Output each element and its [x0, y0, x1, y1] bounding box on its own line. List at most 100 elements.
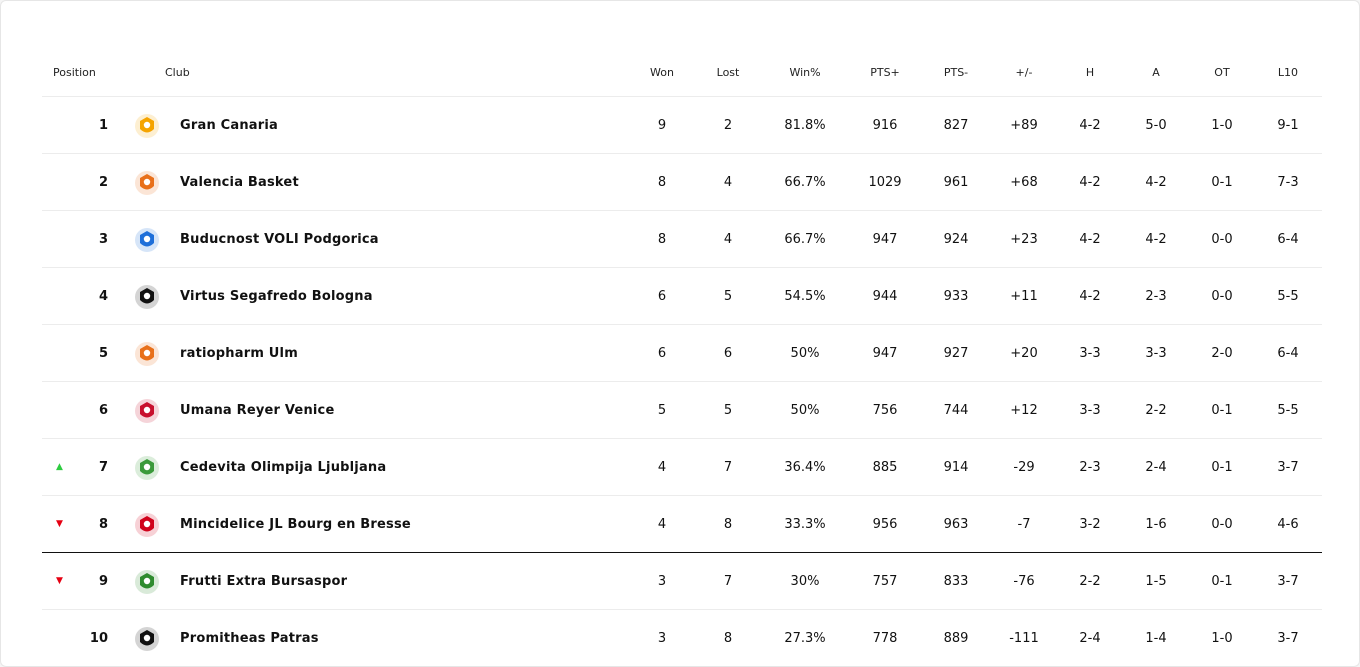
position-cell: 4 [98, 289, 108, 304]
table-row[interactable]: 3 Buducnost VOLI Podgorica 8 4 66.7% 947 924 +2… [42, 211, 1322, 268]
lost-cell: 8 [723, 517, 733, 532]
ot-cell: 2-0 [1211, 346, 1233, 361]
l10-cell: 4-6 [1277, 517, 1299, 532]
win-pct-cell: 27.3% [784, 631, 826, 646]
pts-for-cell: 778 [872, 631, 898, 646]
lost-cell: 2 [723, 118, 733, 133]
away-cell: 4-2 [1145, 175, 1167, 190]
table-row[interactable]: 2 Valencia Basket 8 4 66.7% 1029 961 +68 4-2 4-2 0… [42, 154, 1322, 211]
away-cell: 3-3 [1145, 346, 1167, 361]
club-name-link[interactable]: Umana Reyer Venice [180, 403, 335, 418]
club-name-link[interactable]: Frutti Extra Bursaspor [180, 574, 348, 589]
diff-cell: +23 [1010, 232, 1038, 247]
header-l10[interactable]: L10 [1277, 66, 1299, 79]
diff-cell: -29 [1013, 460, 1035, 475]
pts-against-cell: 744 [943, 403, 969, 418]
header-diff[interactable]: +/- [1015, 66, 1033, 79]
trend-down-icon: ▼ [56, 576, 63, 586]
valencia-basket-logo-icon[interactable] [133, 169, 161, 197]
win-pct-cell: 33.3% [784, 517, 826, 532]
position-cell: 2 [98, 175, 108, 190]
position-cell: 1 [98, 118, 108, 133]
ot-cell: 1-0 [1211, 118, 1233, 133]
table-row[interactable]: ▼ 8 Mincidelice JL Bourg en Bresse 4 8 33.3% 9… [42, 496, 1322, 553]
pts-against-cell: 827 [943, 118, 969, 133]
header-home[interactable]: H [1085, 66, 1095, 79]
won-cell: 6 [657, 289, 667, 304]
pts-for-cell: 1029 [868, 175, 902, 190]
won-cell: 8 [657, 175, 667, 190]
pts-against-cell: 924 [943, 232, 969, 247]
win-pct-cell: 81.8% [784, 118, 826, 133]
pts-for-cell: 944 [872, 289, 898, 304]
ot-cell: 0-1 [1211, 175, 1233, 190]
club-name-link[interactable]: Valencia Basket [180, 175, 299, 190]
jl-bourg-logo-icon[interactable] [133, 511, 161, 539]
pts-for-cell: 756 [872, 403, 898, 418]
diff-cell: +12 [1010, 403, 1038, 418]
l10-cell: 7-3 [1277, 175, 1299, 190]
pts-against-cell: 889 [943, 631, 969, 646]
cedevita-olimpija-logo-icon[interactable] [133, 454, 161, 482]
header-pts-for[interactable]: PTS+ [870, 66, 900, 79]
club-name-link[interactable]: Promitheas Patras [180, 631, 319, 646]
header-away[interactable]: A [1152, 66, 1160, 79]
table-row[interactable]: 10 Promitheas Patras 3 8 27.3% 778 889 -111 2-4 1… [42, 610, 1322, 666]
table-row[interactable]: ▼ 9 Frutti Extra Bursaspor 3 7 30% 757 833 -76 2-… [42, 553, 1322, 610]
position-cell: 9 [98, 574, 108, 589]
home-cell: 3-3 [1079, 403, 1101, 418]
club-name-link[interactable]: Mincidelice JL Bourg en Bresse [180, 517, 411, 532]
won-cell: 5 [657, 403, 667, 418]
club-name-link[interactable]: Buducnost VOLI Podgorica [180, 232, 379, 247]
bursaspor-logo-icon[interactable] [133, 568, 161, 596]
win-pct-cell: 50% [790, 403, 820, 418]
table-row[interactable]: 4 Virtus Segafredo Bologna 6 5 54.5% 944 933 +1… [42, 268, 1322, 325]
diff-cell: -111 [1009, 631, 1039, 646]
header-pts-against[interactable]: PTS- [943, 66, 969, 79]
header-lost[interactable]: Lost [716, 66, 740, 79]
gran-canaria-logo-icon[interactable] [133, 112, 161, 140]
club-name-link[interactable]: Virtus Segafredo Bologna [180, 289, 373, 304]
l10-cell: 5-5 [1277, 289, 1299, 304]
club-name-link[interactable]: Gran Canaria [180, 118, 279, 133]
pts-against-cell: 833 [943, 574, 969, 589]
position-cell: 6 [98, 403, 108, 418]
club-name-link[interactable]: ratiopharm Ulm [180, 346, 298, 361]
away-cell: 2-4 [1145, 460, 1167, 475]
table-header: Position Club Won Lost Win% PTS+ PTS- +/… [42, 44, 1322, 97]
table-row[interactable]: ▲ 7 Cedevita Olimpija Ljubljana 4 7 36.4% 885 9… [42, 439, 1322, 496]
lost-cell: 6 [723, 346, 733, 361]
won-cell: 9 [657, 118, 667, 133]
away-cell: 1-4 [1145, 631, 1167, 646]
ratiopharm-ulm-logo-icon[interactable] [133, 340, 161, 368]
home-cell: 4-2 [1079, 118, 1101, 133]
diff-cell: -7 [1017, 517, 1031, 532]
position-cell: 8 [98, 517, 108, 532]
ot-cell: 0-0 [1211, 232, 1233, 247]
position-cell: 10 [89, 631, 108, 646]
lost-cell: 7 [723, 460, 733, 475]
won-cell: 4 [657, 517, 667, 532]
header-ot[interactable]: OT [1214, 66, 1230, 79]
header-won[interactable]: Won [650, 66, 674, 79]
pts-against-cell: 914 [943, 460, 969, 475]
home-cell: 3-2 [1079, 517, 1101, 532]
win-pct-cell: 30% [790, 574, 820, 589]
header-win-pct[interactable]: Win% [789, 66, 821, 79]
reyer-venice-logo-icon[interactable] [133, 397, 161, 425]
club-name-link[interactable]: Cedevita Olimpija Ljubljana [180, 460, 387, 475]
table-row[interactable]: 1 Gran Canaria 9 2 81.8% 916 827 +89 4-2 5-0 1-0 9-… [42, 97, 1322, 154]
trend-down-icon: ▼ [56, 519, 63, 529]
buducnost-logo-icon[interactable] [133, 226, 161, 254]
won-cell: 3 [657, 574, 667, 589]
pts-for-cell: 947 [872, 346, 898, 361]
table-row[interactable]: 6 Umana Reyer Venice 5 5 50% 756 744 +12 3-3 2-2 0… [42, 382, 1322, 439]
header-position[interactable]: Position [53, 66, 96, 79]
promitheas-patras-logo-icon[interactable] [133, 625, 161, 653]
diff-cell: +20 [1010, 346, 1038, 361]
table-row[interactable]: 5 ratiopharm Ulm 6 6 50% 947 927 +20 3-3 3-3 2-0 6-… [42, 325, 1322, 382]
virtus-bologna-logo-icon[interactable] [133, 283, 161, 311]
win-pct-cell: 66.7% [784, 175, 826, 190]
header-club[interactable]: Club [165, 66, 190, 79]
